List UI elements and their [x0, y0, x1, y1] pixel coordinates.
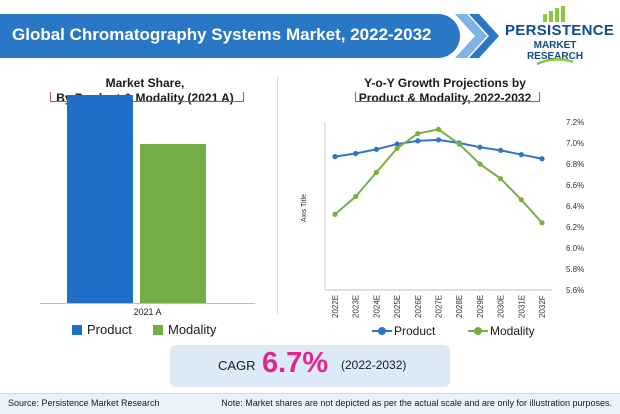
- line-legend-label-modality: Modality: [490, 324, 535, 338]
- header-chevron-graphic: [455, 14, 499, 58]
- x-tick-label: 2032F: [538, 295, 547, 318]
- y-tick-label: 5.6%: [566, 286, 584, 295]
- line-chart-title-bracket: [355, 92, 540, 102]
- bar-chart-title-bracket: [50, 92, 244, 102]
- x-tick-label: 2030E: [497, 295, 506, 318]
- line-legend-label-product: Product: [394, 324, 436, 338]
- y-tick-label: 6.6%: [566, 181, 584, 190]
- y-tick-label: 7.2%: [566, 118, 584, 127]
- bar-chart-axis: [40, 303, 255, 304]
- footer-bar: [0, 393, 620, 414]
- x-tick-label: 2023E: [352, 295, 361, 318]
- page-title: Global Chromatography Systems Market, 20…: [12, 25, 432, 44]
- cagr-panel: [170, 345, 450, 387]
- point-modality: [353, 193, 359, 200]
- y-tick-label: 7.0%: [566, 139, 584, 148]
- logo-subtitle: MARKET RESEARCH: [526, 40, 584, 62]
- y-tick-label: 6.4%: [566, 202, 584, 211]
- x-tick-label: 2026E: [414, 295, 423, 318]
- line-chart-title-line1: Y-o-Y Growth Projections by: [364, 76, 526, 90]
- point-modality: [477, 161, 483, 167]
- point-product: [435, 137, 442, 143]
- legend-label-product: Product: [87, 322, 132, 337]
- legend-swatch-product: [72, 324, 82, 335]
- series-line-product: [334, 138, 543, 160]
- cagr-period: (2022-2032): [341, 358, 407, 372]
- point-product: [373, 146, 379, 152]
- legend-swatch-modality: [153, 324, 163, 335]
- point-product: [415, 138, 421, 144]
- point-modality: [498, 176, 504, 182]
- bar-category-label: 2021 A: [133, 307, 162, 317]
- x-tick-label: 2022E: [331, 295, 340, 318]
- y-tick-label: 6.0%: [566, 244, 584, 253]
- line-legend-product: Product: [372, 324, 435, 338]
- point-modality: [332, 211, 338, 217]
- panel-divider: [277, 76, 278, 314]
- cagr-value: 6.7%: [262, 347, 329, 379]
- logo-bars-icon: [543, 6, 565, 22]
- point-modality: [518, 197, 524, 203]
- bar-modality: [140, 144, 206, 303]
- x-tick-label: 2025E: [393, 295, 402, 318]
- bar-product: [67, 95, 133, 303]
- y-axis-title: Axis Title: [301, 194, 308, 222]
- footer-note: Note: Market shares are not depicted as …: [221, 398, 612, 408]
- x-tick-label: 2029E: [476, 295, 485, 318]
- point-product: [332, 154, 338, 160]
- x-tick-label: 2024E: [372, 295, 381, 318]
- point-modality: [435, 126, 442, 132]
- y-tick-label: 5.8%: [566, 265, 584, 274]
- logo-wordmark: PERSISTENCE: [505, 22, 615, 39]
- legend-label-modality: Modality: [168, 322, 217, 337]
- x-tick-label: 2028E: [455, 295, 464, 318]
- point-product: [394, 141, 400, 147]
- line-legend-marker-product: [372, 326, 392, 336]
- footer-source: Source: Persistence Market Research: [8, 398, 160, 408]
- legend-item-product: Product: [72, 322, 132, 337]
- legend-item-modality: Modality: [153, 322, 216, 337]
- point-product: [498, 147, 504, 153]
- line-chart: 7.2% 7.0% 6.8% 6.6% 6.4% 6.2% 6.0% 5.8% 5.6% Axis…: [301, 118, 584, 318]
- y-tick-label: 6.2%: [566, 223, 584, 232]
- point-product: [518, 151, 524, 158]
- line-legend-modality: Modality: [468, 324, 535, 338]
- cagr-label: CAGR: [218, 358, 256, 373]
- bar-chart-title-line1: Market Share,: [105, 76, 185, 90]
- series-line-modality: [334, 128, 543, 224]
- point-modality: [394, 145, 400, 151]
- header-band: [0, 14, 460, 58]
- point-product: [477, 144, 483, 150]
- point-modality: [415, 130, 421, 137]
- point-modality: [373, 169, 379, 175]
- logo-swoosh-icon: [536, 58, 574, 66]
- y-tick-label: 6.8%: [566, 160, 584, 169]
- point-product: [539, 156, 545, 162]
- x-tick-label: 2031E: [517, 295, 526, 318]
- point-modality: [539, 220, 545, 226]
- x-tick-label: 2027E: [435, 295, 444, 318]
- point-modality: [456, 141, 462, 147]
- line-legend-marker-modality: [468, 326, 488, 336]
- point-product: [353, 150, 359, 157]
